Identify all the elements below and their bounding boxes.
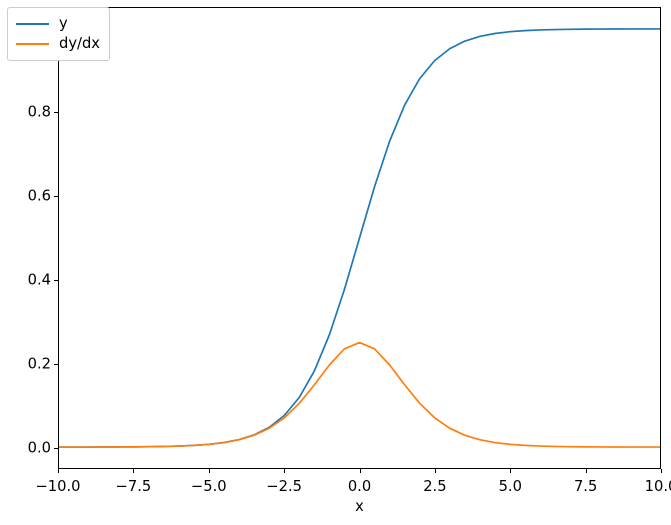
- x-tick-label: 10.0: [644, 478, 671, 495]
- x-tick-mark: [359, 469, 361, 473]
- x-tick-mark: [661, 469, 663, 473]
- x-tick-label: 7.5: [573, 478, 598, 495]
- x-tick-label: −7.5: [115, 478, 152, 495]
- x-tick-label: 0.0: [347, 478, 372, 495]
- series-line-dy-dx: [59, 341, 660, 448]
- y-tick-mark: [54, 196, 58, 198]
- x-tick-mark: [510, 469, 512, 473]
- series-line-y: [59, 28, 660, 448]
- legend-label: y: [59, 14, 68, 32]
- y-tick-mark: [54, 280, 58, 282]
- y-tick-label: 0.4: [27, 271, 51, 289]
- y-tick-mark: [54, 448, 58, 450]
- x-axis-label: x: [355, 498, 364, 515]
- y-tick-label: 0.2: [27, 355, 51, 373]
- legend-color-swatch: [16, 22, 49, 26]
- legend-entry: y: [16, 14, 100, 34]
- plot-axes: [58, 7, 661, 469]
- y-tick-mark: [54, 364, 58, 366]
- y-tick-mark: [54, 112, 58, 114]
- x-tick-mark: [208, 469, 210, 473]
- x-tick-mark: [585, 469, 587, 473]
- x-tick-mark: [133, 469, 135, 473]
- legend-color-swatch: [16, 42, 49, 46]
- x-tick-label: −5.0: [190, 478, 227, 495]
- x-tick-label: 2.5: [423, 478, 447, 495]
- x-tick-label: −10.0: [35, 478, 81, 495]
- x-tick-mark: [58, 469, 60, 473]
- chart-legend: y dy/dx: [7, 7, 110, 61]
- legend-label: dy/dx: [59, 34, 100, 52]
- y-tick-label: 0.0: [27, 439, 51, 457]
- x-tick-label: 5.0: [498, 478, 522, 495]
- x-tick-mark: [284, 469, 286, 473]
- legend-entry: dy/dx: [16, 34, 100, 54]
- y-tick-label: 0.6: [27, 187, 51, 205]
- plot-canvas: [59, 28, 660, 448]
- y-tick-label: 0.8: [27, 103, 51, 121]
- x-tick-mark: [434, 469, 436, 473]
- x-tick-label: −2.5: [266, 478, 302, 495]
